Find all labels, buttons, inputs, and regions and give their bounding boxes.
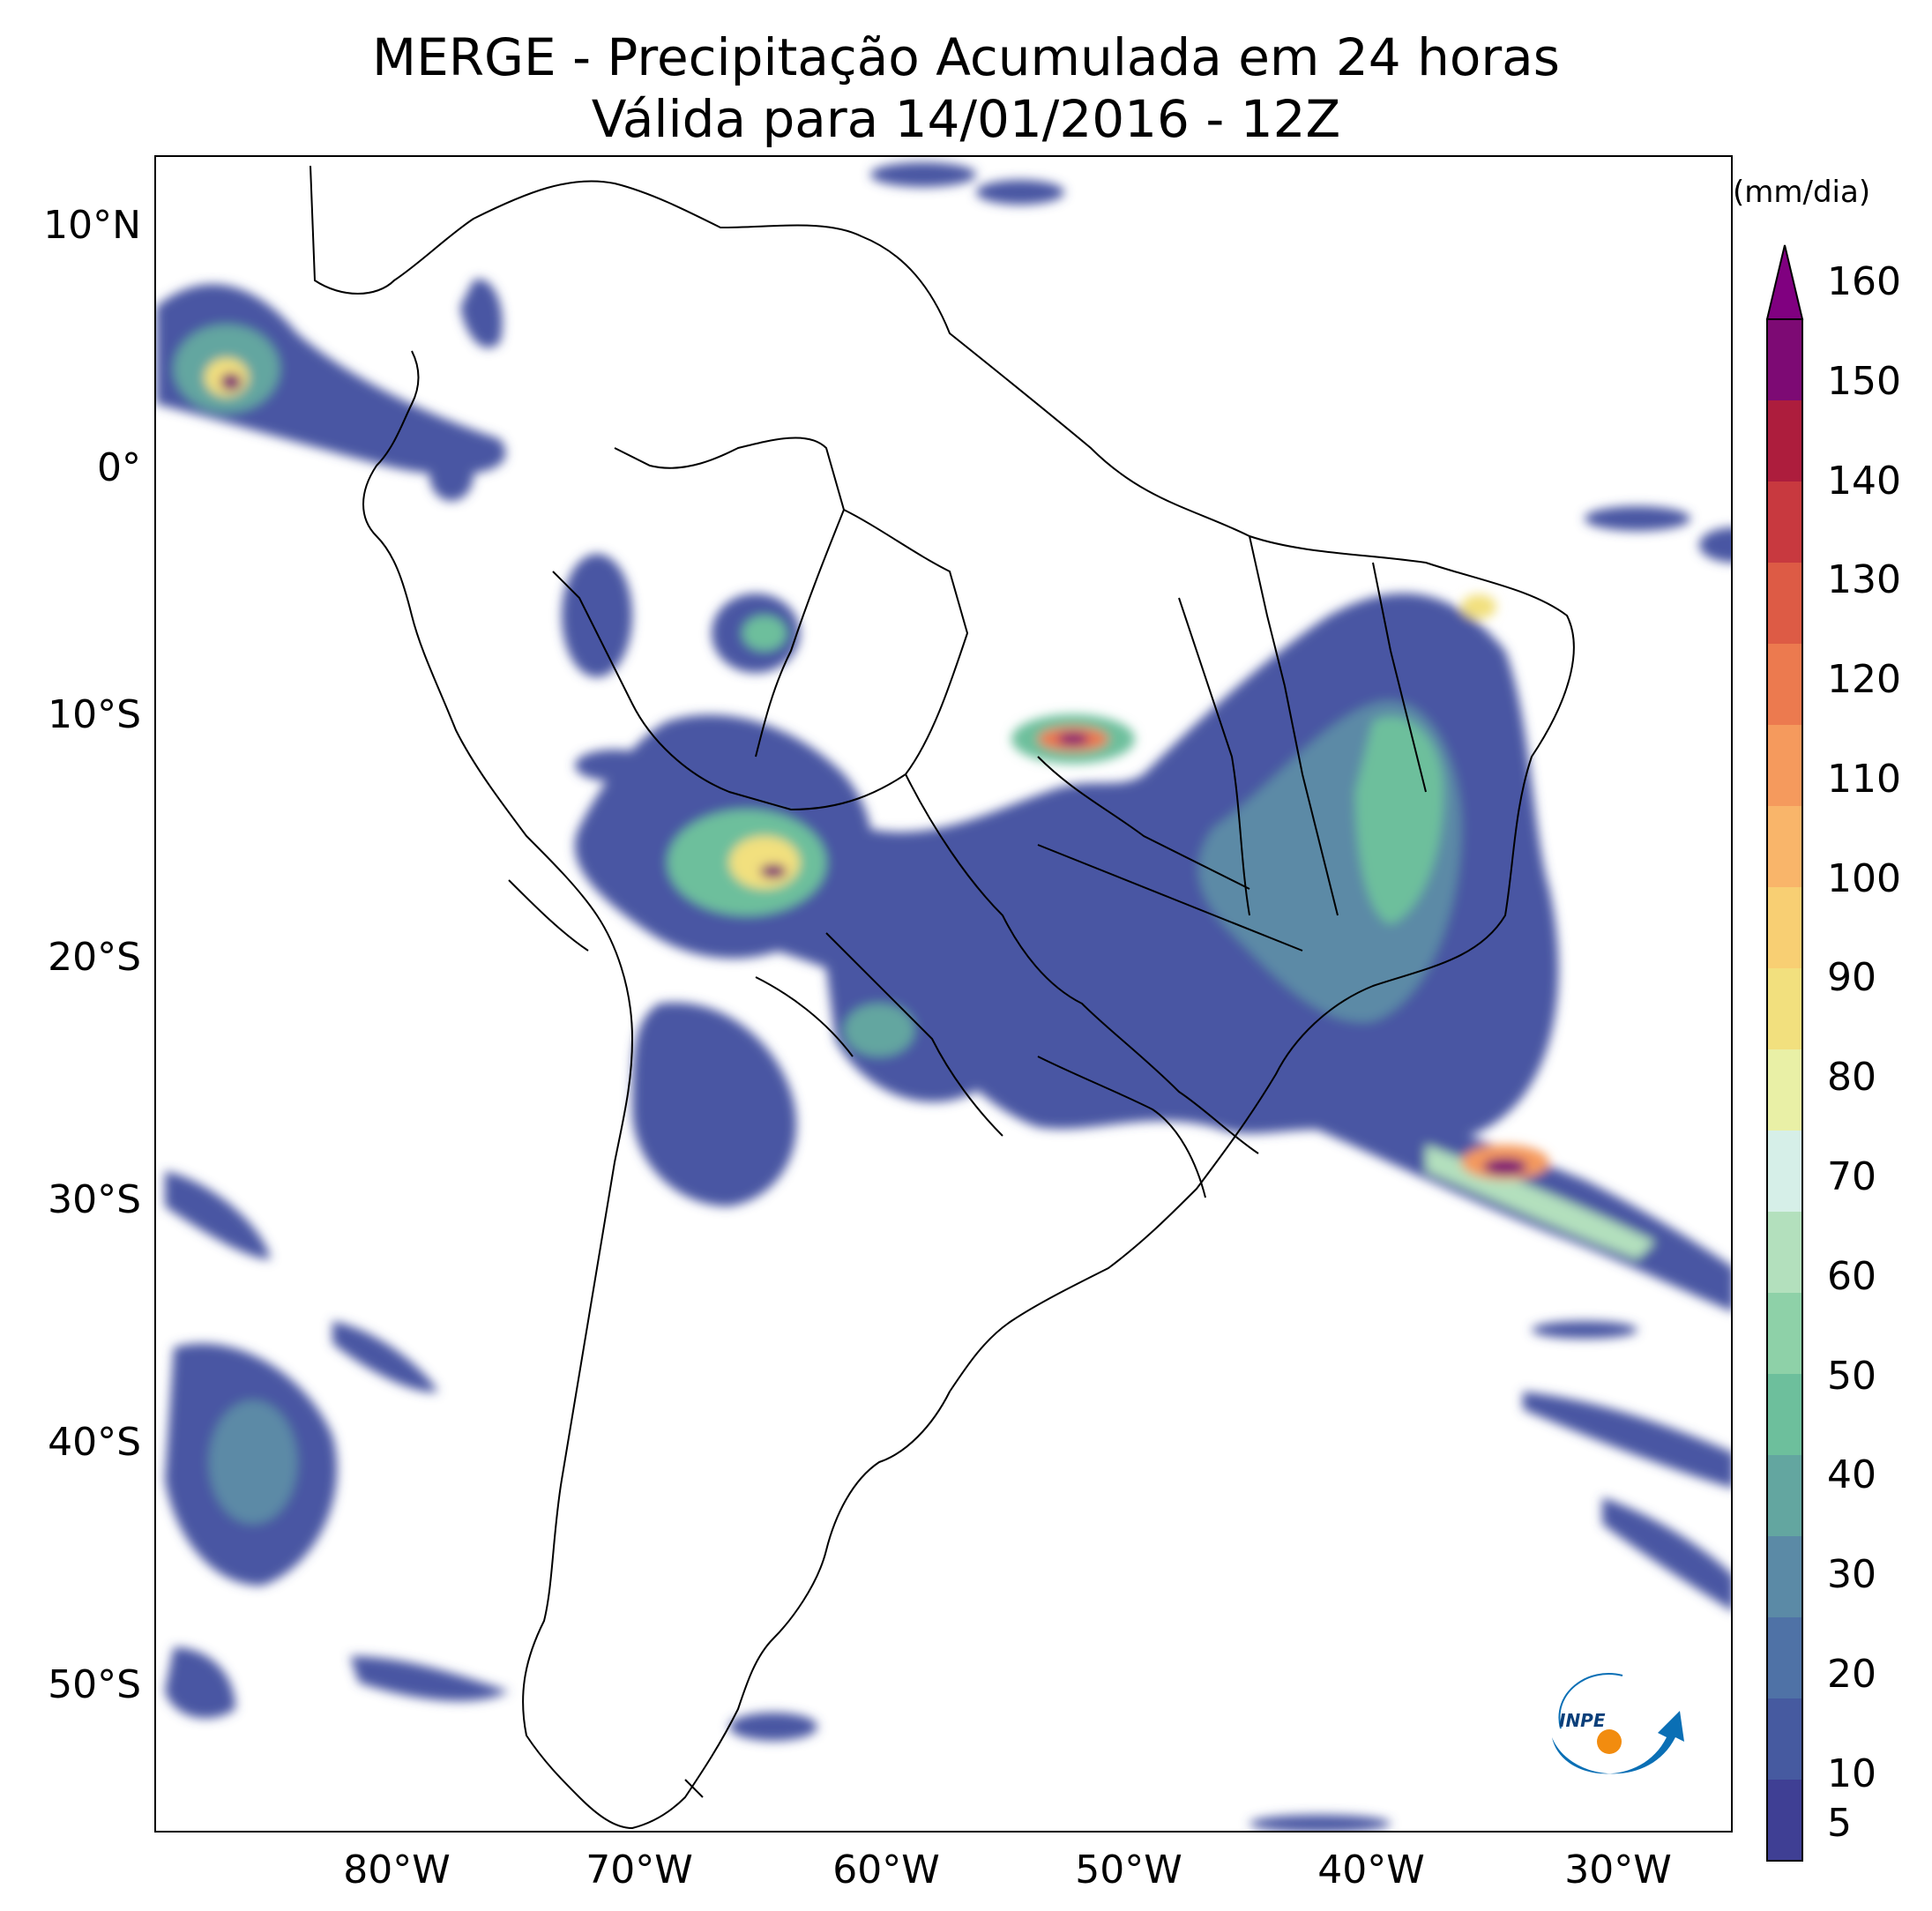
- colorbar-tick-label: 50: [1827, 1353, 1876, 1399]
- lat-label: 10°S: [48, 692, 141, 737]
- lat-label: 0°: [97, 445, 141, 490]
- lon-label: 60°W: [832, 1848, 940, 1892]
- colorbar-tick-label: 90: [1827, 955, 1876, 1001]
- colorbar-tick-label: 140: [1827, 458, 1901, 504]
- colorbar-swatch: [1767, 806, 1802, 888]
- colorbar-tick-label: 120: [1827, 657, 1901, 703]
- inpe-logo-text: INPE: [1559, 1710, 1606, 1731]
- colorbar-swatch: [1767, 481, 1802, 564]
- colorbar-tick-label: 160: [1827, 259, 1901, 304]
- colorbar-swatch: [1767, 1455, 1802, 1537]
- map-svg: [156, 162, 1731, 1831]
- colorbar: [1765, 244, 1804, 1862]
- colorbar-swatch: [1767, 1049, 1802, 1131]
- colorbar-tick-label: 20: [1827, 1651, 1876, 1697]
- lat-label: 40°S: [48, 1420, 141, 1465]
- colorbar-tick-label: 30: [1827, 1552, 1876, 1598]
- colorbar-swatch: [1767, 887, 1802, 969]
- map-title: MERGE - Precipitação Acumulada em 24 hor…: [0, 26, 1932, 150]
- colorbar-swatch: [1767, 1698, 1802, 1780]
- title-line-2: Válida para 14/01/2016 - 12Z: [591, 89, 1341, 149]
- continent-outline: [310, 165, 1575, 1830]
- colorbar-tick-label: 70: [1827, 1153, 1876, 1199]
- colorbar-swatch: [1767, 1212, 1802, 1294]
- lat-label: 20°S: [48, 935, 141, 980]
- lat-label: 30°S: [48, 1177, 141, 1222]
- colorbar-tick-label: 5: [1827, 1801, 1852, 1846]
- colorbar-tick-label: 100: [1827, 855, 1901, 901]
- colorbar-swatch: [1767, 1536, 1802, 1618]
- lon-label: 50°W: [1075, 1848, 1182, 1892]
- colorbar-tick-label: 40: [1827, 1452, 1876, 1498]
- colorbar-swatches: [1767, 319, 1802, 1862]
- precipitation-field: [156, 162, 1731, 1831]
- lon-label: 40°W: [1317, 1848, 1425, 1892]
- colorbar-tick-label: 110: [1827, 756, 1901, 802]
- colorbar-extend-arrow: [1765, 244, 1804, 320]
- colorbar-swatch: [1767, 1780, 1802, 1862]
- colorbar-swatch: [1767, 644, 1802, 726]
- colorbar-unit: (mm/dia): [1733, 175, 1871, 210]
- colorbar-tick-label: 150: [1827, 358, 1901, 404]
- colorbar-swatch: [1767, 563, 1802, 645]
- colorbar-swatch: [1767, 725, 1802, 807]
- lon-label: 30°W: [1564, 1848, 1672, 1892]
- colorbar-swatch: [1767, 400, 1802, 482]
- colorbar-swatch: [1767, 319, 1802, 401]
- lat-label: 10°N: [43, 203, 141, 248]
- colorbar-swatch: [1767, 1374, 1802, 1456]
- south-america-coast: [310, 165, 1575, 1830]
- colorbar-tick-label: 60: [1827, 1253, 1876, 1299]
- precip-chaco: [632, 1002, 797, 1206]
- lat-label: 50°S: [48, 1662, 141, 1707]
- colorbar-swatch: [1767, 1131, 1802, 1213]
- lon-label: 70°W: [586, 1848, 693, 1892]
- colorbar-swatch: [1767, 968, 1802, 1050]
- colorbar-tick-label: 10: [1827, 1751, 1876, 1796]
- colorbar-swatch: [1767, 1617, 1802, 1699]
- colorbar-tick-label: 80: [1827, 1055, 1876, 1101]
- title-line-1: MERGE - Precipitação Acumulada em 24 hor…: [372, 27, 1560, 87]
- colorbar-swatch: [1767, 1293, 1802, 1375]
- colorbar-tick-label: 130: [1827, 557, 1901, 603]
- lon-label: 80°W: [343, 1848, 451, 1892]
- map-area[interactable]: [154, 155, 1733, 1833]
- brazil-border: [552, 437, 969, 811]
- inpe-logo: INPE: [1552, 1673, 1684, 1774]
